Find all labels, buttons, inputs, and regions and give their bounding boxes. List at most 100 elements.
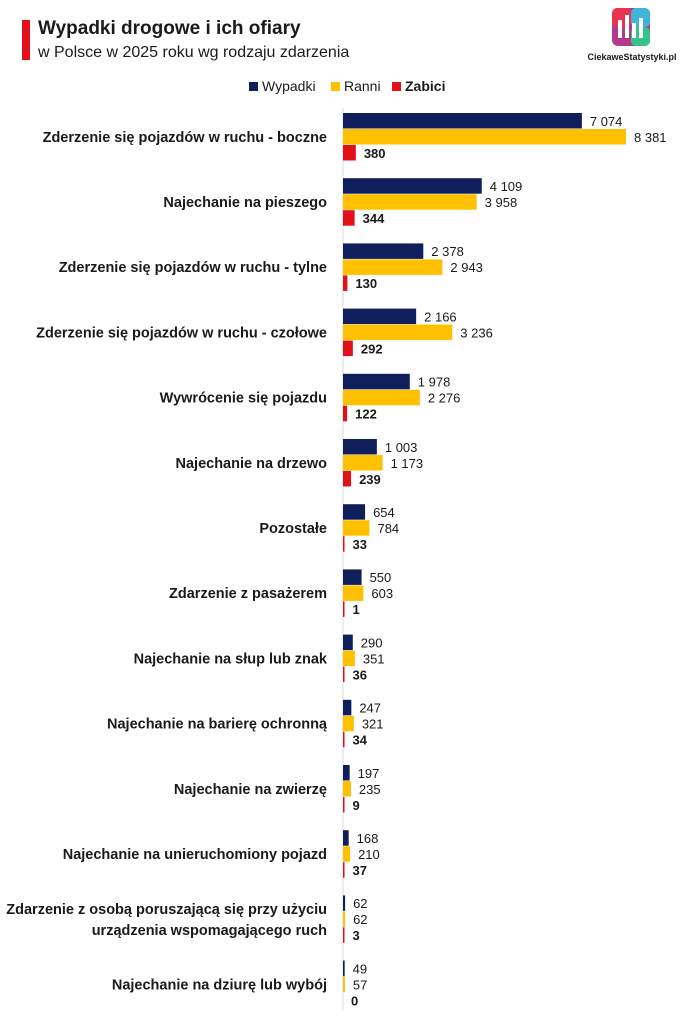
value-label-zabici-najechanie-na-bariere-ochronna: 34 — [353, 733, 368, 748]
bar-zabici-wywrocenie-sie-pojazdu — [343, 405, 348, 422]
value-label-ranni-najechanie-na-slup-lub-znak: 351 — [363, 651, 385, 666]
bar-zabici-zderzenie-sie-pojazdow-w-ruchu-tylne — [343, 275, 348, 291]
category-label-najechanie-na-zwierze: Najechanie na zwierzę — [174, 782, 327, 798]
value-label-wypadki-najechanie-na-pieszego: 4 109 — [490, 179, 523, 194]
value-label-ranni-najechanie-na-bariere-ochronna: 321 — [362, 717, 384, 732]
value-label-ranni-najechanie-na-dziure-lub-wyboj: 57 — [353, 977, 367, 992]
value-label-ranni-zdarzenie-z-osoba-poruszajaca-sie-przy-uzyciu-urzadzenia-wspomagajacego-ruch: 62 — [353, 912, 367, 927]
bar-wypadki-najechanie-na-pieszego — [343, 178, 482, 194]
bar-wypadki-zderzenie-sie-pojazdow-w-ruchu-boczne — [343, 113, 582, 129]
bar-ranni-najechanie-na-drzewo — [343, 455, 383, 471]
value-label-zabici-zderzenie-sie-pojazdow-w-ruchu-czolowe: 292 — [361, 341, 383, 356]
category-label-wywrocenie-sie-pojazdu: Wywrócenie się pojazdu — [160, 391, 327, 407]
value-label-zabici-najechanie-na-drzewo: 239 — [359, 472, 381, 487]
value-label-zabici-najechanie-na-pieszego: 344 — [363, 211, 385, 226]
legend-item-wypadki: Wypadki — [249, 78, 316, 94]
value-label-wypadki-najechanie-na-bariere-ochronna: 247 — [359, 701, 381, 716]
value-label-zabici-zdarzenie-z-osoba-poruszajaca-sie-przy-uzyciu-urzadzenia-wspomagajacego-ruch: 3 — [353, 928, 360, 943]
category-label-zderzenie-sie-pojazdow-w-ruchu-boczne: Zderzenie się pojazdów w ruchu - boczne — [43, 130, 327, 146]
value-label-ranni-zderzenie-sie-pojazdow-w-ruchu-czolowe: 3 236 — [460, 325, 493, 340]
value-label-ranni-zderzenie-sie-pojazdow-w-ruchu-tylne: 2 943 — [450, 260, 483, 275]
bar-ranni-najechanie-na-pieszego — [343, 194, 477, 210]
value-label-wypadki-najechanie-na-slup-lub-znak: 290 — [361, 635, 383, 650]
bar-wypadki-najechanie-na-drzewo — [343, 439, 377, 455]
legend-label-zabici: Zabici — [405, 78, 446, 94]
value-label-zabici-najechanie-na-dziure-lub-wyboj: 0 — [351, 993, 358, 1008]
value-label-wypadki-pozostale: 654 — [373, 505, 395, 520]
value-label-wypadki-zdarzenie-z-osoba-poruszajaca-sie-przy-uzyciu-urzadzenia-wspomagajacego-ruch: 62 — [353, 896, 367, 911]
bar-zabici-najechanie-na-pieszego — [343, 210, 355, 226]
legend-swatch-zabici — [392, 81, 401, 91]
legend-label-ranni: Ranni — [344, 78, 381, 94]
value-label-zabici-pozostale: 33 — [353, 537, 367, 552]
bar-ranni-najechanie-na-dziure-lub-wyboj — [343, 976, 345, 993]
bar-zabici-najechanie-na-bariere-ochronna — [343, 731, 345, 748]
bar-wypadki-najechanie-na-slup-lub-znak — [343, 634, 353, 651]
bar-ranni-najechanie-na-bariere-ochronna — [343, 715, 354, 732]
bar-wypadki-najechanie-na-bariere-ochronna — [343, 699, 352, 716]
value-label-zabici-zderzenie-sie-pojazdow-w-ruchu-boczne: 380 — [364, 146, 386, 161]
bar-ranni-najechanie-na-unieruchomiony-pojazd — [343, 846, 351, 862]
value-label-zabici-wywrocenie-sie-pojazdu: 122 — [355, 407, 377, 422]
bar-ranni-zdarzenie-z-pasazerem — [343, 585, 364, 601]
bar-zabici-pozostale — [343, 536, 345, 552]
category-label-najechanie-na-dziure-lub-wyboj: Najechanie na dziurę lub wybój — [112, 977, 327, 993]
value-label-wypadki-zderzenie-sie-pojazdow-w-ruchu-boczne: 7 074 — [590, 114, 623, 129]
bar-wypadki-wywrocenie-sie-pojazdu — [343, 373, 410, 390]
value-label-wypadki-wywrocenie-sie-pojazdu: 1 978 — [418, 375, 451, 390]
bar-zabici-zderzenie-sie-pojazdow-w-ruchu-czolowe — [343, 340, 353, 357]
value-label-zabici-najechanie-na-slup-lub-znak: 36 — [353, 667, 367, 682]
site-logo-icon — [612, 8, 650, 46]
site-logo-text: CiekaweStatystyki.pl — [587, 52, 677, 62]
bar-wypadki-najechanie-na-zwierze — [343, 765, 350, 781]
bar-ranni-zdarzenie-z-osoba-poruszajaca-sie-przy-uzyciu-urzadzenia-wspomagajacego-ruch — [343, 911, 346, 927]
bar-zabici-zdarzenie-z-osoba-poruszajaca-sie-przy-uzyciu-urzadzenia-wspomagajacego-ruch — [343, 927, 345, 943]
value-label-ranni-zderzenie-sie-pojazdow-w-ruchu-boczne: 8 381 — [634, 130, 667, 145]
bar-wypadki-zderzenie-sie-pojazdow-w-ruchu-tylne — [343, 243, 424, 259]
bar-ranni-pozostale — [343, 520, 370, 536]
bar-wypadki-zdarzenie-z-osoba-poruszajaca-sie-przy-uzyciu-urzadzenia-wspomagajacego-ruch — [343, 895, 346, 911]
category-label-najechanie-na-drzewo: Najechanie na drzewo — [176, 456, 328, 472]
value-label-ranni-pozostale: 784 — [377, 521, 399, 536]
category-label-najechanie-na-pieszego: Najechanie na pieszego — [163, 195, 327, 211]
chart-legend: Wypadki Ranni Zabici — [0, 78, 684, 94]
bar-zabici-najechanie-na-unieruchomiony-pojazd — [343, 862, 345, 878]
value-label-ranni-najechanie-na-drzewo: 1 173 — [391, 456, 424, 471]
value-label-zabici-najechanie-na-unieruchomiony-pojazd: 37 — [353, 863, 367, 878]
legend-swatch-ranni — [331, 81, 340, 91]
bar-zabici-najechanie-na-drzewo — [343, 471, 352, 487]
legend-item-zabici: Zabici — [392, 78, 445, 94]
value-label-ranni-najechanie-na-zwierze: 235 — [359, 782, 381, 797]
value-label-wypadki-najechanie-na-zwierze: 197 — [358, 766, 380, 781]
value-label-wypadki-najechanie-na-dziure-lub-wyboj: 49 — [353, 961, 367, 976]
value-label-wypadki-zderzenie-sie-pojazdow-w-ruchu-czolowe: 2 166 — [424, 309, 457, 324]
bar-ranni-najechanie-na-zwierze — [343, 781, 351, 797]
bar-zabici-zderzenie-sie-pojazdow-w-ruchu-boczne — [343, 145, 356, 161]
bar-wypadki-zderzenie-sie-pojazdow-w-ruchu-czolowe — [343, 308, 417, 325]
value-label-wypadki-najechanie-na-drzewo: 1 003 — [385, 440, 418, 455]
value-label-ranni-najechanie-na-unieruchomiony-pojazd: 210 — [358, 847, 380, 862]
category-label-zderzenie-sie-pojazdow-w-ruchu-czolowe: Zderzenie się pojazdów w ruchu - czołowe — [36, 325, 327, 341]
bar-wypadki-najechanie-na-unieruchomiony-pojazd — [343, 830, 349, 846]
value-label-zabici-zderzenie-sie-pojazdow-w-ruchu-tylne: 130 — [355, 276, 377, 291]
category-label-pozostale: Pozostałe — [259, 521, 327, 537]
value-label-wypadki-zderzenie-sie-pojazdow-w-ruchu-tylne: 2 378 — [431, 244, 464, 259]
category-label-najechanie-na-slup-lub-znak: Najechanie na słup lub znak — [134, 651, 328, 667]
value-label-ranni-wywrocenie-sie-pojazdu: 2 276 — [428, 391, 461, 406]
value-label-zabici-zdarzenie-z-pasazerem: 1 — [353, 602, 360, 617]
bar-wypadki-pozostale — [343, 504, 366, 520]
bar-zabici-najechanie-na-zwierze — [343, 797, 345, 813]
chart-title: Wypadki drogowe i ich ofiary — [38, 18, 301, 39]
value-label-wypadki-najechanie-na-unieruchomiony-pojazd: 168 — [357, 831, 379, 846]
bar-ranni-zderzenie-sie-pojazdow-w-ruchu-tylne — [343, 259, 443, 275]
bar-ranni-zderzenie-sie-pojazdow-w-ruchu-boczne — [343, 129, 626, 145]
category-label-zdarzenie-z-osoba-poruszajaca-sie-przy-uzyciu-urzadzenia-wspomagajacego-ruch: Zdarzenie z osobą poruszającą się przy u… — [6, 902, 327, 939]
chart-subtitle: w Polsce w 2025 roku wg rodzaju zdarzeni… — [38, 44, 350, 61]
bar-wypadki-zdarzenie-z-pasazerem — [343, 569, 362, 585]
bar-zabici-zdarzenie-z-pasazerem — [343, 601, 345, 617]
legend-item-ranni: Ranni — [331, 78, 381, 94]
bar-wypadki-najechanie-na-dziure-lub-wyboj — [343, 960, 345, 977]
value-label-wypadki-zdarzenie-z-pasazerem: 550 — [370, 570, 392, 585]
bar-ranni-najechanie-na-slup-lub-znak — [343, 650, 355, 667]
